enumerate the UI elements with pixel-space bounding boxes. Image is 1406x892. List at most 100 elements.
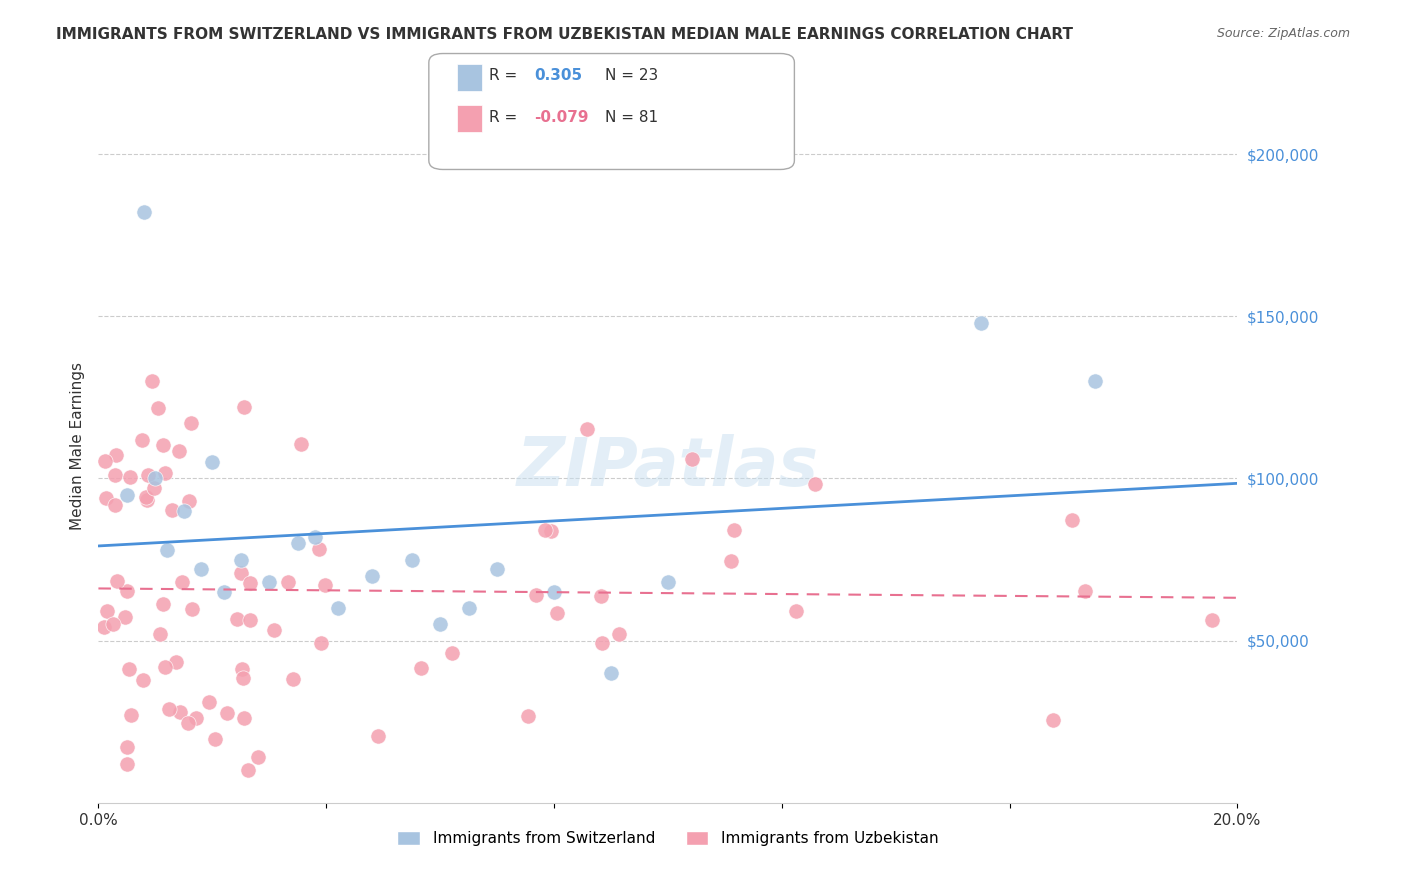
Point	[517, 708, 540, 723]
Point	[681, 451, 703, 466]
Point	[152, 597, 174, 611]
Point	[160, 503, 183, 517]
Text: N = 81: N = 81	[605, 111, 658, 125]
Point	[104, 498, 127, 512]
Point	[239, 614, 262, 628]
Point	[141, 374, 163, 388]
Point	[136, 468, 159, 483]
Point	[229, 566, 252, 580]
Point	[441, 646, 464, 660]
Point	[546, 606, 568, 620]
Point	[723, 523, 745, 537]
Point	[1084, 374, 1107, 388]
Point	[149, 627, 172, 641]
Point	[226, 612, 249, 626]
Point	[1201, 613, 1223, 627]
Point	[103, 616, 125, 631]
Point	[204, 731, 226, 746]
Point	[142, 481, 165, 495]
Point	[155, 466, 177, 480]
Text: -0.079: -0.079	[534, 111, 589, 125]
Point	[575, 422, 598, 436]
Point	[180, 602, 202, 616]
Point	[198, 695, 221, 709]
Point	[212, 585, 235, 599]
Point	[232, 401, 254, 415]
Point	[534, 523, 557, 537]
Point	[263, 623, 285, 637]
Point	[172, 574, 194, 589]
Point	[120, 470, 142, 484]
Point	[146, 401, 169, 416]
Point	[94, 453, 117, 467]
Point	[429, 617, 451, 632]
Point	[132, 673, 155, 687]
Point	[173, 504, 195, 518]
Point	[1074, 583, 1097, 598]
Point	[105, 574, 128, 589]
Point	[259, 575, 281, 590]
Point	[239, 575, 262, 590]
Point	[118, 662, 141, 676]
Point	[180, 417, 202, 431]
Point	[247, 749, 270, 764]
Point	[165, 655, 187, 669]
Text: R =: R =	[489, 111, 517, 125]
Point	[304, 530, 326, 544]
Point	[367, 729, 389, 743]
Point	[131, 433, 153, 447]
Point	[526, 589, 548, 603]
Point	[93, 620, 115, 634]
Point	[607, 627, 630, 641]
Point	[411, 661, 433, 675]
Point	[785, 604, 807, 618]
Point	[135, 491, 157, 505]
Point	[540, 524, 562, 538]
Point	[156, 542, 179, 557]
Point	[115, 584, 138, 599]
Text: R =: R =	[489, 69, 517, 83]
Point	[589, 589, 612, 603]
Point	[401, 552, 423, 566]
Point	[177, 494, 200, 508]
Point	[115, 756, 138, 771]
Point	[308, 542, 330, 557]
Text: N = 23: N = 23	[605, 69, 658, 83]
Legend: Immigrants from Switzerland, Immigrants from Uzbekistan: Immigrants from Switzerland, Immigrants …	[391, 825, 945, 852]
Point	[94, 491, 117, 505]
Point	[290, 437, 312, 451]
Point	[114, 610, 136, 624]
Point	[145, 471, 167, 485]
Point	[457, 601, 479, 615]
Point	[96, 604, 118, 618]
Point	[1042, 714, 1064, 728]
Point	[315, 578, 337, 592]
Point	[152, 438, 174, 452]
Point	[326, 601, 349, 615]
Y-axis label: Median Male Earnings: Median Male Earnings	[69, 362, 84, 530]
Point	[135, 492, 157, 507]
Point	[970, 316, 993, 330]
Text: IMMIGRANTS FROM SWITZERLAND VS IMMIGRANTS FROM UZBEKISTAN MEDIAN MALE EARNINGS C: IMMIGRANTS FROM SWITZERLAND VS IMMIGRANT…	[56, 27, 1073, 42]
Point	[169, 705, 191, 719]
Point	[600, 666, 623, 681]
Point	[169, 444, 191, 458]
Point	[201, 455, 224, 469]
Point	[309, 636, 332, 650]
Point	[591, 635, 613, 649]
Point	[277, 574, 299, 589]
Point	[543, 585, 565, 599]
Point	[177, 715, 200, 730]
Point	[804, 477, 827, 491]
Point	[115, 740, 138, 755]
Point	[486, 562, 509, 576]
Point	[115, 488, 138, 502]
Text: 0.305: 0.305	[534, 69, 582, 83]
Point	[157, 702, 180, 716]
Point	[1062, 513, 1084, 527]
Point	[657, 575, 679, 590]
Point	[360, 568, 382, 582]
Point	[132, 205, 155, 219]
Point	[281, 672, 304, 686]
Point	[720, 554, 742, 568]
